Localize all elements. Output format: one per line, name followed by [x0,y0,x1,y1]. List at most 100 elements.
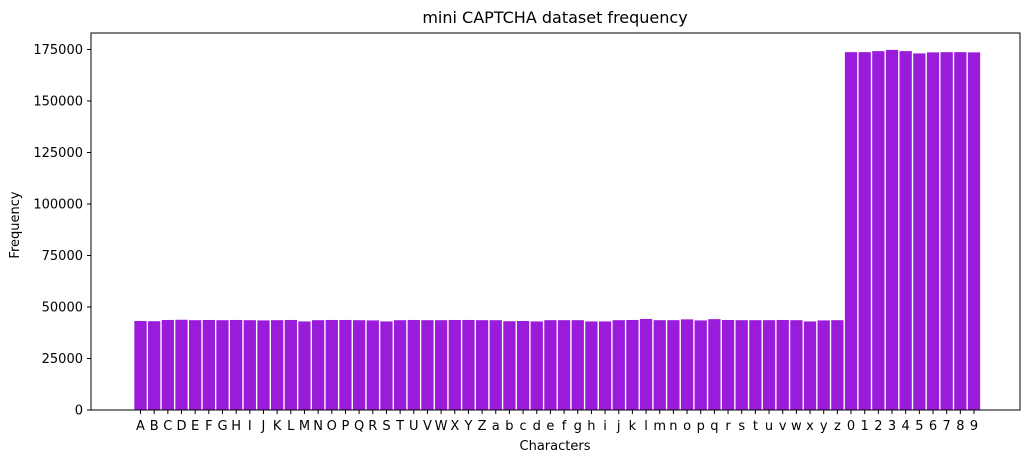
x-tick-label-X: X [450,419,459,434]
bar-z [831,320,844,410]
x-tick-label-d: d [533,419,541,434]
bar-s [735,320,748,410]
y-tick-label-150000: 150000 [33,94,83,109]
x-tick-label-o: o [683,419,691,434]
bar-R [366,320,379,410]
x-tick-label-m: m [653,419,666,434]
x-tick-label-T: T [395,419,404,434]
x-tick-label-i: i [603,419,607,434]
x-tick-label-Z: Z [478,419,487,434]
bar-3 [885,49,899,410]
x-tick-label-1: 1 [861,419,869,434]
bar-u [762,320,776,410]
bar-b [503,321,516,410]
bar-p [694,320,707,410]
x-tick-label-a: a [492,419,500,434]
bar-K [270,320,284,410]
bar-I [243,320,256,410]
y-tick-label-0: 0 [75,404,83,419]
bar-Q [352,320,366,410]
x-tick-label-s: s [738,419,745,434]
bar-Z [475,320,489,410]
bar-C [161,319,174,410]
bar-4 [899,51,912,410]
x-tick-label-J: J [261,419,266,434]
bar-G [216,320,229,410]
bar-Y [462,319,475,410]
bar-S [380,321,393,410]
x-tick-label-V: V [423,419,432,434]
x-tick-label-7: 7 [943,419,951,434]
x-tick-label-r: r [725,419,731,434]
x-tick-label-t: t [753,419,758,434]
x-tick-label-2: 2 [874,419,882,434]
x-tick-label-D: D [176,419,186,434]
y-tick-label-125000: 125000 [33,146,83,161]
bar-E [189,320,202,410]
chart-title: mini CAPTCHA dataset frequency [422,8,687,27]
x-tick-label-z: z [834,419,841,434]
bar-U [407,319,420,410]
bar-6 [926,52,940,411]
bar-W [434,320,448,410]
x-tick-label-A: A [136,419,145,434]
x-tick-label-W: W [435,419,448,434]
x-tick-label-b: b [505,419,513,434]
bar-e [544,320,557,410]
x-tick-label-q: q [710,419,718,434]
x-tick-label-K: K [273,419,282,434]
x-tick-label-u: u [765,419,773,434]
bar-P [339,319,352,410]
bar-w [790,320,803,410]
x-tick-label-c: c [520,419,527,434]
bar-y [817,320,830,410]
x-tick-label-H: H [231,419,241,434]
bar-n [667,320,680,410]
x-tick-label-F: F [205,419,212,434]
x-tick-label-L: L [287,419,295,434]
y-tick-label-100000: 100000 [33,197,83,212]
bar-t [749,320,762,410]
x-tick-label-Y: Y [463,419,472,434]
x-tick-label-5: 5 [915,419,923,434]
x-tick-label-3: 3 [888,419,896,434]
x-tick-label-w: w [791,419,802,434]
x-tick-label-y: y [820,419,828,434]
y-axis-label: Frequency [8,191,23,258]
bar-0 [844,52,858,410]
bar-f [557,320,571,410]
bar-X [448,319,461,410]
x-tick-label-E: E [191,419,199,434]
x-tick-label-S: S [382,419,390,434]
x-tick-label-P: P [342,419,350,434]
bar-5 [913,53,926,411]
bar-r [721,319,735,410]
bar-H [230,319,243,410]
x-tick-label-p: p [697,419,705,434]
y-tick-label-50000: 50000 [42,300,83,315]
bar-v [776,319,789,410]
x-tick-label-B: B [150,419,159,434]
bar-o [680,319,694,410]
y-tick-label-25000: 25000 [42,352,83,367]
bar-T [393,320,407,410]
bar-J [257,320,270,410]
x-tick-label-9: 9 [970,419,978,434]
bar-g [571,320,584,410]
x-tick-label-l: l [644,419,648,434]
x-tick-label-j: j [616,419,621,434]
x-tick-label-U: U [409,419,419,434]
bar-F [202,319,215,410]
bar-m [653,320,666,410]
x-tick-label-k: k [629,419,637,434]
y-tick-label-175000: 175000 [33,43,83,58]
x-tick-label-R: R [368,419,377,434]
x-axis-label: Characters [520,439,591,454]
bar-c [516,321,530,410]
bar-i [598,321,612,410]
bar-a [489,320,502,410]
bar-L [284,319,297,410]
y-tick-label-75000: 75000 [42,249,83,264]
